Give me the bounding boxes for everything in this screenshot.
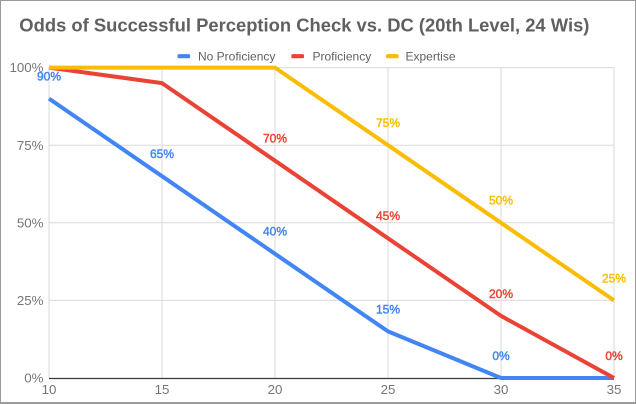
svg-text:20%: 20% bbox=[489, 287, 513, 301]
svg-text:15%: 15% bbox=[376, 302, 400, 316]
svg-text:30: 30 bbox=[494, 382, 509, 397]
svg-text:15: 15 bbox=[155, 382, 170, 397]
svg-text:0%: 0% bbox=[24, 371, 43, 386]
svg-text:75%: 75% bbox=[376, 116, 400, 130]
svg-text:No Proficiency: No Proficiency bbox=[198, 50, 275, 64]
svg-text:50%: 50% bbox=[489, 194, 513, 208]
svg-text:0%: 0% bbox=[492, 349, 510, 363]
svg-text:Proficiency: Proficiency bbox=[313, 50, 372, 64]
svg-text:10: 10 bbox=[42, 382, 57, 397]
svg-text:25: 25 bbox=[381, 382, 396, 397]
svg-text:65%: 65% bbox=[150, 147, 174, 161]
svg-text:25%: 25% bbox=[602, 271, 626, 285]
svg-text:Odds of Successful Perception: Odds of Successful Perception Check vs. … bbox=[19, 15, 589, 36]
svg-text:75%: 75% bbox=[17, 138, 44, 153]
svg-text:20: 20 bbox=[268, 382, 283, 397]
svg-text:100%: 100% bbox=[9, 60, 43, 75]
svg-text:25%: 25% bbox=[17, 293, 44, 308]
svg-text:35: 35 bbox=[607, 382, 622, 397]
svg-text:Expertise: Expertise bbox=[406, 50, 456, 64]
svg-text:50%: 50% bbox=[17, 215, 44, 230]
svg-text:45%: 45% bbox=[376, 209, 400, 223]
svg-text:0%: 0% bbox=[605, 349, 623, 363]
svg-text:90%: 90% bbox=[37, 70, 61, 84]
svg-text:70%: 70% bbox=[263, 132, 287, 146]
svg-text:40%: 40% bbox=[263, 225, 287, 239]
